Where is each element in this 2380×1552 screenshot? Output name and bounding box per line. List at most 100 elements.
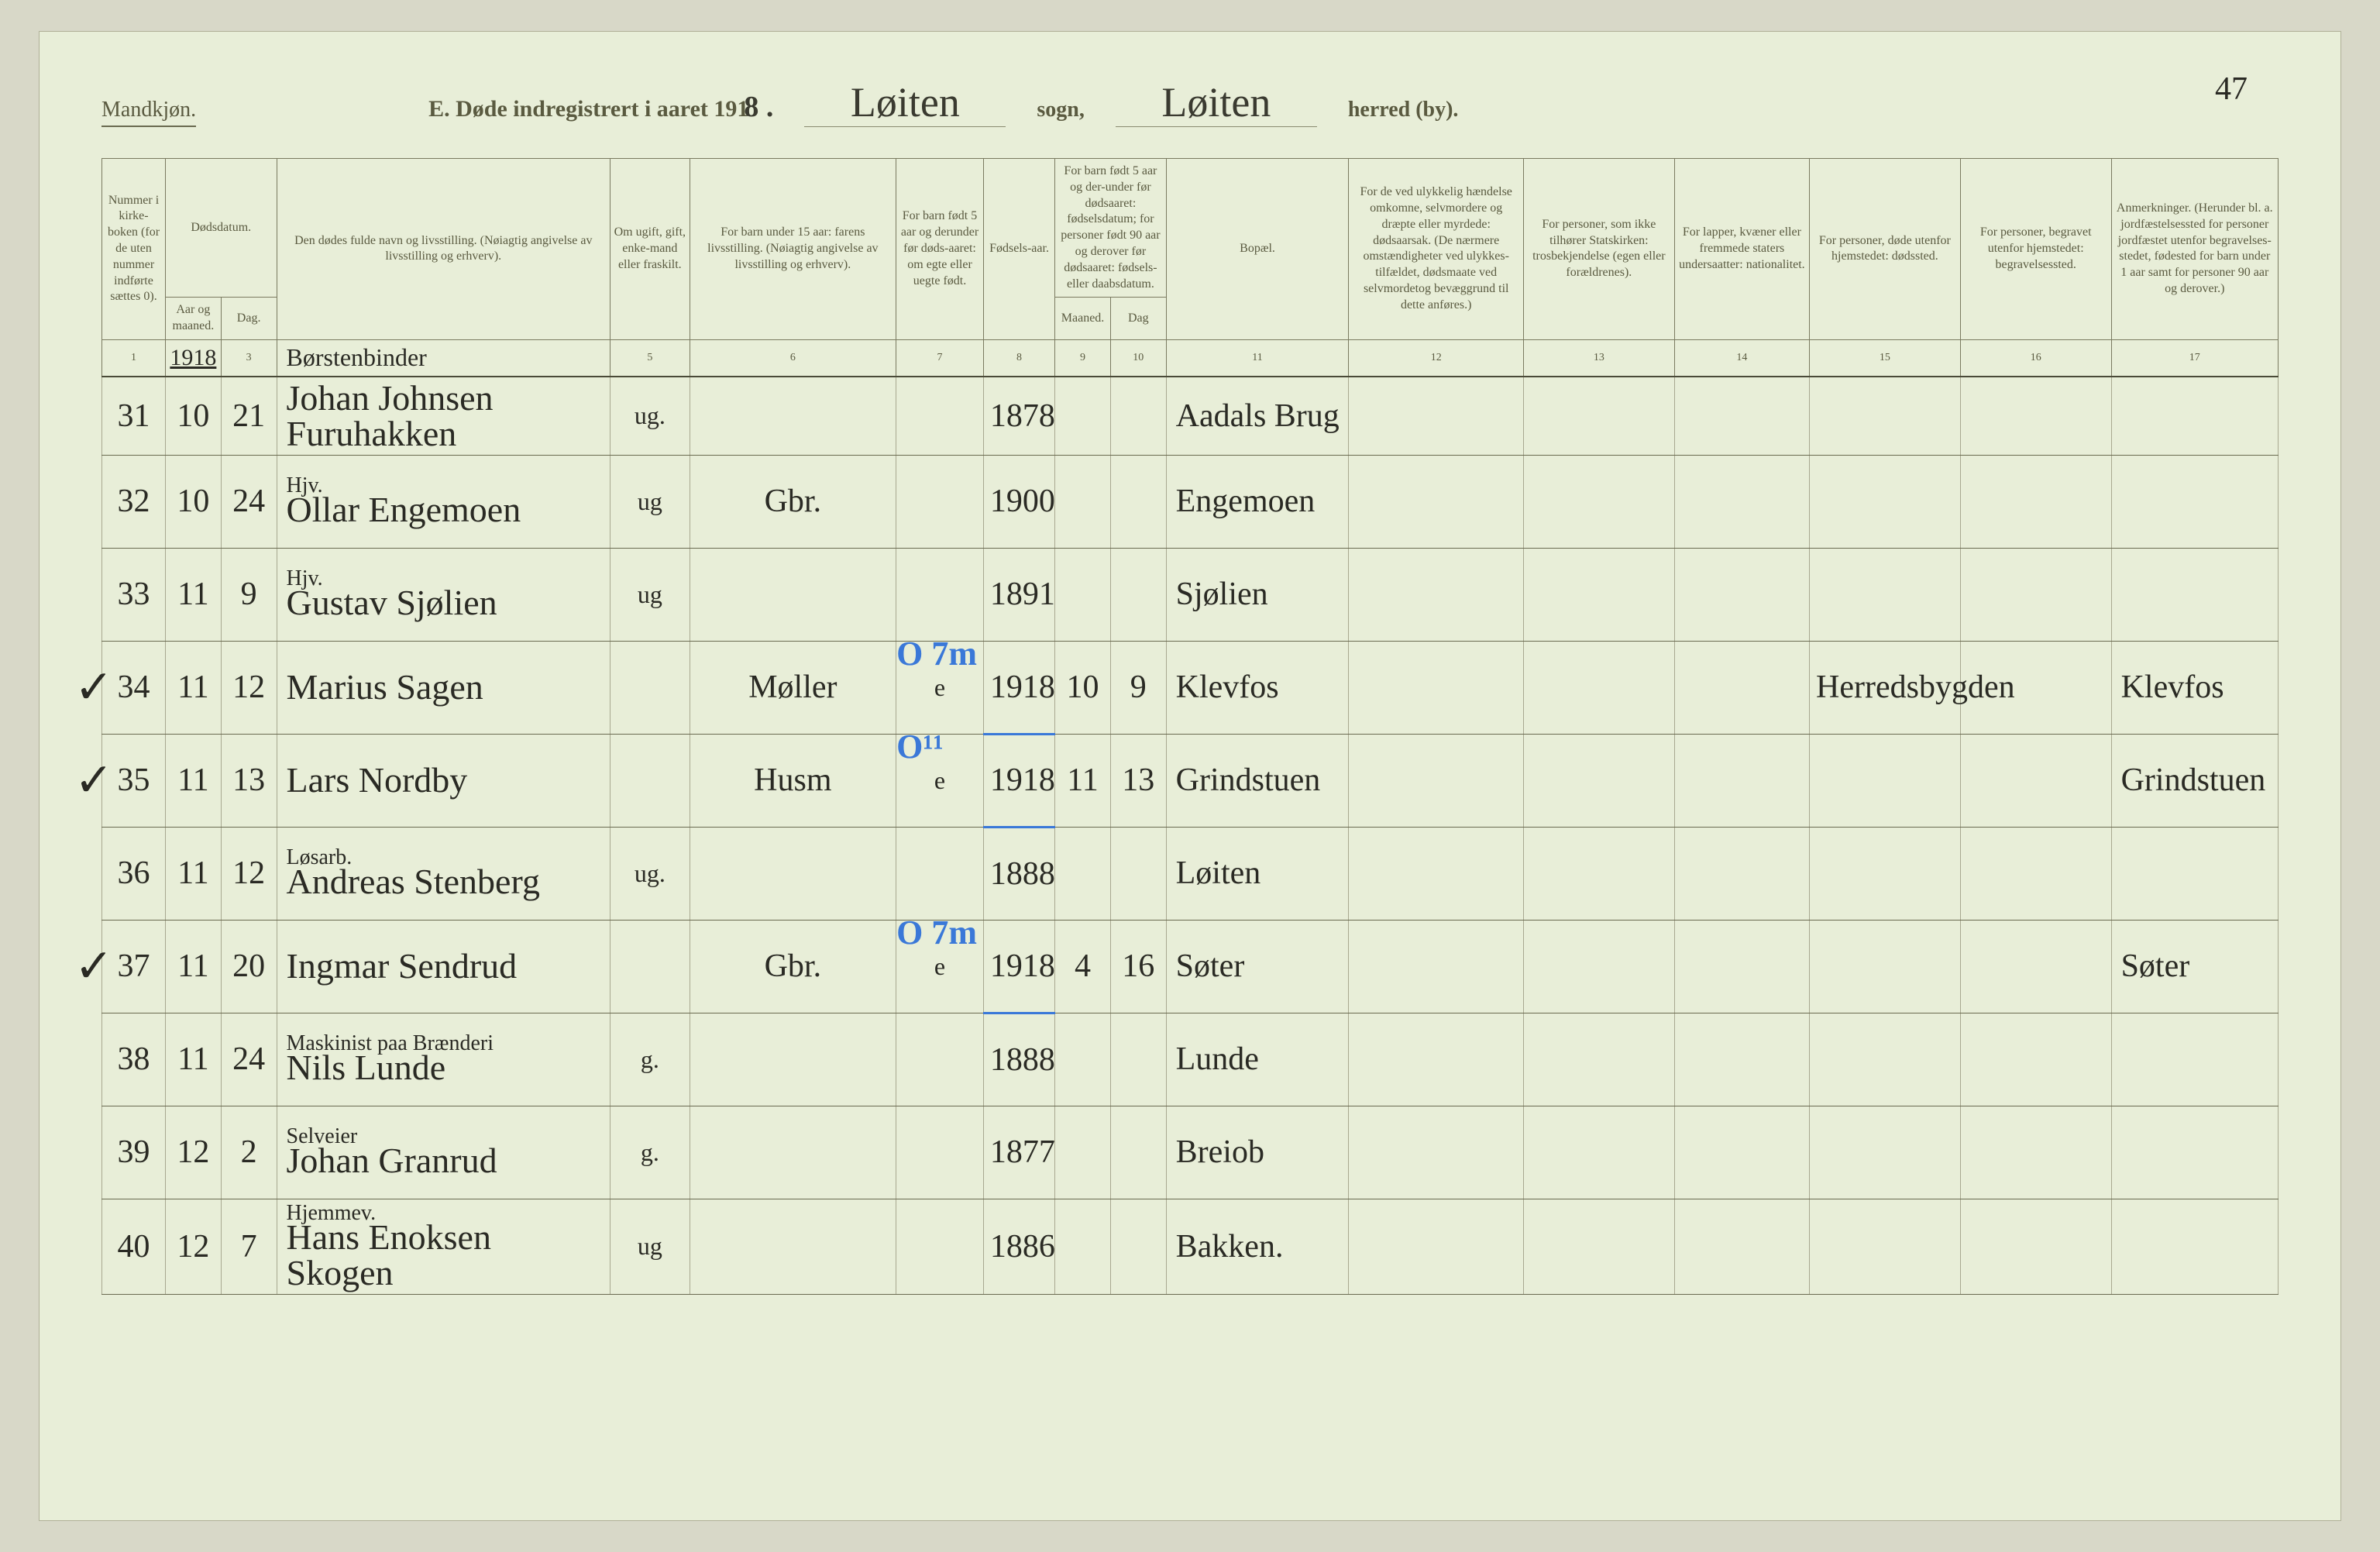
table-cell: 11 [166,641,222,734]
col-header-status: Om ugift, gift, enke-mand eller fraskilt… [610,159,690,340]
gender-label: Mandkjøn. [101,98,196,127]
row-number: 33 [118,576,150,612]
egte: e [934,673,945,701]
residence: Lunde [1176,1041,1259,1077]
sogn-value: Løiten [804,78,1006,127]
table-cell: ✓34 [102,641,166,734]
table-cell: O 7me [896,641,984,734]
colnum: 6 [690,339,896,376]
birth-year: 1888 [990,856,1055,892]
person-name: Gustav Sjølien [287,583,497,622]
table-cell [1349,377,1524,456]
col-header-month: Aar og maaned. [166,298,222,340]
birth-month: 10 [1067,669,1099,705]
table-cell [1810,827,1961,920]
table-cell [690,1199,896,1294]
table-cell [1960,377,2111,456]
birth-month: 11 [1067,762,1098,798]
table-cell [1055,1199,1111,1294]
residence: Engemoen [1176,483,1316,519]
row-number: 36 [118,855,150,891]
marital-status: ug [638,1232,662,1260]
colnum: 11 [1166,339,1349,376]
table-cell: ug [610,548,690,641]
table-cell: ug [610,1199,690,1294]
table-cell [1960,1013,2111,1106]
table-cell [1523,1106,1674,1199]
death-day: 12 [232,855,265,891]
table-cell [1960,641,2111,734]
table-cell: Marius Sagen [277,641,610,734]
residence: Løiten [1176,855,1261,891]
person-name: Hans Enoksen Skogen [287,1217,491,1292]
egte: e [934,952,945,980]
row-number: 38 [118,1041,150,1077]
table-cell [1810,548,1961,641]
table-cell [610,734,690,827]
blue-annotation: O 7m [896,913,977,952]
col-header-bopael: Bopæl. [1166,159,1349,340]
table-cell [1349,641,1524,734]
table-cell [1055,827,1111,920]
table-cell [1110,1013,1166,1106]
col-header-cause: For de ved ulykkelig hændelse omkomne, s… [1349,159,1524,340]
remarks: Søter [2121,948,2190,984]
table-cell [896,1106,984,1199]
table-cell: g. [610,1106,690,1199]
table-cell: Husm [690,734,896,827]
table-row: 381124Maskinist paa BrænderiNils Lundeg.… [102,1013,2279,1106]
table-cell [1674,827,1809,920]
table-cell [690,377,896,456]
table-row: 361112Løsarb.Andreas Stenbergug.1888Løit… [102,827,2279,920]
colnum: 10 [1110,339,1166,376]
title-year-suffix: 8 . [744,91,773,123]
table-cell: O¹¹e [896,734,984,827]
marital-status: ug. [635,859,666,887]
table-cell [1810,920,1961,1013]
table-cell: Lunde [1166,1013,1349,1106]
table-cell [1523,827,1674,920]
table-row: 311021Johan Johnsen Furuhakkenug.1878Aad… [102,377,2279,456]
table-cell [690,1106,896,1199]
table-cell: O 7me [896,920,984,1013]
table-cell [1960,455,2111,548]
death-month: 11 [177,762,208,798]
residence: Breiob [1176,1134,1264,1170]
person-name: Nils Lunde [287,1048,446,1087]
table-cell [1523,1199,1674,1294]
table-cell: Hjv.Ollar Engemoen [277,455,610,548]
table-cell [1055,1013,1111,1106]
table-cell [1110,455,1166,548]
table-cell: Hjv.Gustav Sjølien [277,548,610,641]
table-cell: Maskinist paa BrænderiNils Lunde [277,1013,610,1106]
table-cell: Gbr. [690,455,896,548]
death-month: 11 [177,855,208,891]
table-cell [1349,827,1524,920]
table-cell [1110,1106,1166,1199]
table-cell: 9 [221,548,277,641]
table-cell [1674,641,1809,734]
table-cell: 32 [102,455,166,548]
table-cell: 20 [221,920,277,1013]
table-cell: 2 [221,1106,277,1199]
table-cell [1960,734,2111,827]
table-cell: ug. [610,377,690,456]
birth-year: 1888 [990,1042,1055,1078]
table-cell [1055,1106,1111,1199]
table-cell: Søter [1166,920,1349,1013]
birth-year: 1900 [990,483,1055,519]
table-cell: Engemoen [1166,455,1349,548]
table-cell: 11 [166,1013,222,1106]
person-name: Lars Nordby [287,760,468,800]
table-cell [1960,827,2111,920]
table-cell: 1900 [983,455,1054,548]
col-header-parent: For barn under 15 aar: farens livsstilli… [690,159,896,340]
table-cell: 11 [166,827,222,920]
table-cell: 38 [102,1013,166,1106]
table-cell [610,920,690,1013]
table-cell: 9 [1110,641,1166,734]
table-head: Nummer i kirke-boken (for de uten nummer… [102,159,2279,377]
table-cell [1055,455,1111,548]
table-cell [1674,920,1809,1013]
table-cell [1523,455,1674,548]
